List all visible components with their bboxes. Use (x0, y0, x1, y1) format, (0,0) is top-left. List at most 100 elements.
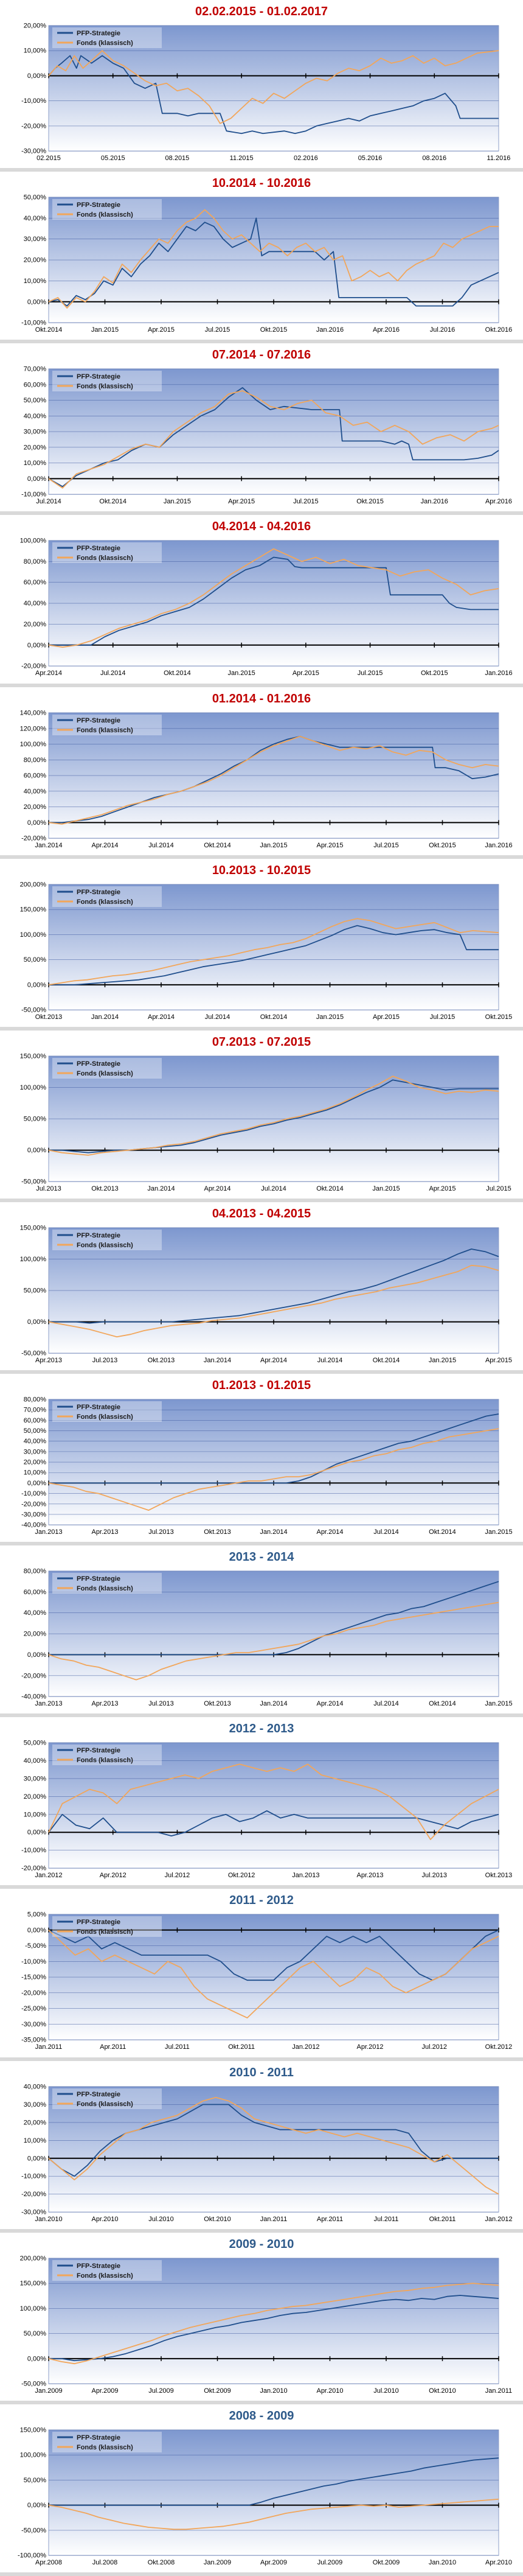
x-tick-label: Jul.2014 (261, 1185, 286, 1192)
y-tick-label: 50,00% (24, 2477, 46, 2484)
y-tick-label: -10,00% (21, 320, 46, 327)
y-tick-label: 80,00% (24, 756, 46, 763)
y-tick-label: -20,00% (21, 835, 46, 842)
y-tick-label: 50,00% (24, 397, 46, 404)
y-tick-label: -40,00% (21, 1522, 46, 1529)
chart-title: 2013 - 2014 (229, 1550, 294, 1564)
plot-area (48, 2429, 499, 2556)
x-tick-label: Apr.2014 (317, 1700, 344, 1707)
legend-label: Fonds (klassisch) (77, 1070, 133, 1077)
legend-label: PFP-Strategie (77, 30, 120, 37)
y-tick-label: 100,00% (20, 1256, 47, 1263)
x-tick-label: Apr.2014 (204, 1185, 231, 1192)
x-tick-label: Jul.2014 (317, 1357, 343, 1364)
x-tick-label: Okt.2014 (429, 1700, 456, 1707)
panel-separator (0, 683, 523, 687)
y-tick-label: -20,00% (21, 1672, 46, 1679)
legend: PFP-Strategie Fonds (klassisch) (52, 2431, 162, 2452)
x-tick-label: Jan.2010 (429, 2559, 456, 2566)
y-tick-label: -20,00% (21, 122, 46, 130)
x-tick-label: Jan.2012 (485, 2216, 512, 2223)
x-tick-label: Jan.2015 (316, 1013, 344, 1021)
legend-label: Fonds (klassisch) (77, 2444, 133, 2451)
x-tick-label: Jul.2014 (36, 498, 61, 505)
legend-label: Fonds (klassisch) (77, 1585, 133, 1592)
y-tick-label: 0,00% (27, 1651, 46, 1659)
y-tick-label: -10,00% (21, 1958, 46, 1965)
panel-separator (0, 2228, 523, 2233)
x-tick-label: Apr.2015 (228, 498, 255, 505)
y-tick-label: 30,00% (24, 1448, 46, 1455)
line-chart: -40,00% -20,00% 0,00% 20,00% 40,00% 60,00% 80,… (21, 1568, 512, 1708)
y-tick-label: -30,00% (21, 1511, 46, 1519)
legend: PFP-Strategie Fonds (klassisch) (52, 1057, 162, 1079)
y-tick-label: 150,00% (20, 2426, 47, 2434)
y-tick-label: 30,00% (24, 429, 46, 436)
x-tick-label: Jan.2014 (91, 1013, 119, 1021)
x-tick-label: Jan.2013 (35, 1528, 62, 1536)
x-tick-label: Okt.2015 (485, 1013, 513, 1021)
legend-label: Fonds (klassisch) (77, 40, 133, 47)
line-chart: -100,00% -50,00% 0,00% 50,00% 100,00% 150,00%… (18, 2426, 512, 2566)
y-tick-label: 0,00% (27, 1927, 46, 1934)
x-tick-label: Apr.2012 (100, 1872, 126, 1879)
panel-separator (0, 1198, 523, 1202)
chart-panel: 01.2014 - 01.2016 -20,00% 0,00% 20,00% 40,00… (0, 687, 523, 859)
y-tick-label: 10,00% (24, 1469, 46, 1477)
x-tick-label: 08.2015 (165, 155, 190, 162)
plot-area (48, 2086, 499, 2213)
x-tick-label: Jul.2015 (486, 1185, 511, 1192)
panel-separator (0, 168, 523, 172)
series-line (48, 1763, 499, 1841)
y-tick-label: -30,00% (21, 2208, 46, 2216)
line-chart: -35,00% -30,00% -25,00% -20,00% -15,00% -10,0… (21, 1911, 513, 2051)
y-tick-label: 20,00% (24, 803, 46, 811)
x-tick-label: Jul.2015 (430, 1013, 455, 1021)
x-tick-label: Okt.2009 (204, 2387, 231, 2395)
x-tick-label: Jul.2012 (165, 1872, 190, 1879)
x-tick-label: Jul.2009 (148, 2387, 174, 2395)
x-tick-label: Jul.2011 (165, 2044, 190, 2051)
legend-label: Fonds (klassisch) (77, 727, 133, 734)
y-tick-label: 0,00% (27, 642, 46, 649)
y-tick-label: 80,00% (24, 558, 46, 565)
y-tick-label: 60,00% (24, 579, 46, 587)
x-tick-label: Jan.2014 (260, 1700, 287, 1707)
chart-panel: 2011 - 2012 -35,00% -30,00% -25,00% -20,00% -… (0, 1889, 523, 2061)
y-tick-label: 40,00% (24, 413, 46, 420)
x-tick-label: Jul.2011 (374, 2216, 399, 2223)
x-tick-label: Apr.2014 (260, 1357, 287, 1364)
y-tick-label: -5,00% (25, 1942, 46, 1950)
y-tick-label: -20,00% (21, 663, 46, 670)
series-line (48, 390, 499, 489)
legend-label: PFP-Strategie (77, 2091, 120, 2098)
legend-label: Fonds (klassisch) (77, 1413, 133, 1421)
y-tick-label: 40,00% (24, 1609, 46, 1617)
legend-box (52, 371, 162, 392)
y-tick-label: 10,00% (24, 278, 46, 285)
x-tick-label: Jan.2013 (292, 1872, 319, 1879)
legend: PFP-Strategie Fonds (klassisch) (52, 1573, 162, 1594)
x-tick-label: Jan.2009 (35, 2387, 62, 2395)
x-tick-label: Okt.2011 (429, 2216, 456, 2223)
x-tick-label: Apr.2013 (92, 1700, 119, 1707)
x-tick-label: Okt.2011 (228, 2044, 255, 2051)
y-tick-label: 60,00% (24, 1417, 46, 1424)
x-tick-label: Okt.2012 (485, 2044, 513, 2051)
x-tick-label: Jan.2010 (35, 2216, 62, 2223)
legend: PFP-Strategie Fonds (klassisch) (52, 371, 162, 392)
series-line (48, 1075, 499, 1156)
y-tick-label: 40,00% (24, 2083, 46, 2090)
legend: PFP-Strategie Fonds (klassisch) (52, 27, 162, 48)
x-tick-label: Okt.2014 (260, 1013, 288, 1021)
y-tick-label: 150,00% (20, 2280, 47, 2287)
x-tick-label: Jan.2015 (372, 1185, 400, 1192)
legend-box (52, 1573, 162, 1594)
y-tick-label: 70,00% (24, 1407, 46, 1414)
x-tick-label: Jul.2014 (373, 1528, 399, 1536)
y-tick-label: 100,00% (20, 2452, 47, 2459)
legend-label: PFP-Strategie (77, 717, 120, 724)
series-line (48, 1601, 499, 1681)
y-tick-label: 10,00% (24, 2137, 46, 2144)
line-chart: -20,00% 0,00% 20,00% 40,00% 60,00% 80,00% 100,… (20, 709, 513, 849)
